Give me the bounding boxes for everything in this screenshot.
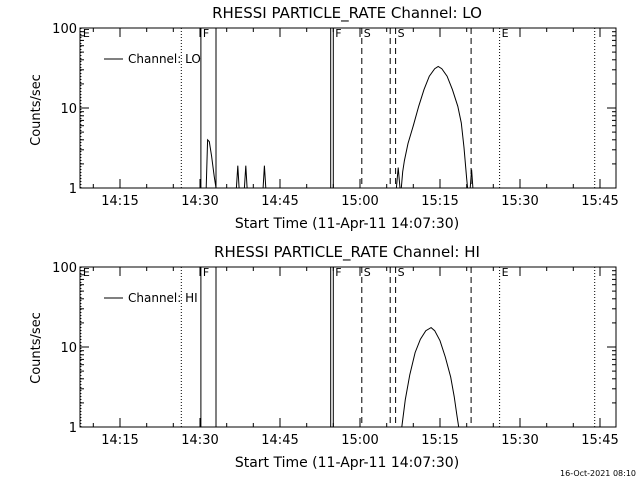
marker-label: F <box>203 27 209 40</box>
x-tick-label: 15:15 <box>421 433 458 448</box>
timestamp: 16-Oct-2021 08:10 <box>560 469 636 478</box>
x-tick-label: 15:00 <box>341 433 378 448</box>
y-tick-label: 100 <box>52 22 77 37</box>
y-tick-label: 10 <box>60 102 77 117</box>
y-tick-label: 10 <box>60 341 77 356</box>
chart-title: RHESSI PARTICLE_RATE Channel: HI <box>214 243 480 262</box>
marker-label: F <box>335 27 341 40</box>
legend-label: Channel: HI <box>128 291 198 305</box>
y-tick-label: 1 <box>69 421 77 436</box>
x-tick-label: 15:00 <box>341 194 378 209</box>
x-tick-label: 14:15 <box>101 433 138 448</box>
marker-label: F <box>203 266 209 279</box>
x-tick-label: 14:30 <box>181 194 218 209</box>
marker-label: F <box>335 266 341 279</box>
marker-label: E <box>502 27 509 40</box>
marker-label: E <box>83 27 90 40</box>
marker-label: S <box>398 27 405 40</box>
marker-label: S <box>364 27 371 40</box>
marker-label: S <box>398 266 405 279</box>
x-tick-label: 15:15 <box>421 194 458 209</box>
series-line <box>205 65 474 189</box>
legend-label: Channel: LO <box>128 52 201 66</box>
x-tick-label: 15:45 <box>581 194 618 209</box>
x-tick-label: 14:45 <box>261 194 298 209</box>
plot-area: E F F S S E 14:15 14:30 14:45 15:00 15:15 15:30 15:4… <box>52 261 619 448</box>
y-axis-label: Counts/sec <box>29 74 44 146</box>
y-axis-label: Counts/sec <box>29 312 44 384</box>
x-tick-label: 14:30 <box>181 433 218 448</box>
y-tick-label: 100 <box>52 261 77 276</box>
marker-label: S <box>364 266 371 279</box>
chart-title: RHESSI PARTICLE_RATE Channel: LO <box>212 4 482 23</box>
series-line <box>401 326 460 428</box>
lo-channel-panel: RHESSI PARTICLE_RATE Channel: LO Start T… <box>29 4 619 232</box>
plot-area: E F F S S E 14:15 14:30 14:45 15:00 15:15 15:30 15:4… <box>52 22 619 209</box>
x-tick-label: 14:45 <box>261 433 298 448</box>
x-axis-label: Start Time (11-Apr-11 14:07:30) <box>235 216 459 232</box>
x-tick-label: 15:45 <box>581 433 618 448</box>
x-axis-label: Start Time (11-Apr-11 14:07:30) <box>235 455 459 471</box>
x-tick-label: 15:30 <box>501 433 538 448</box>
marker-label: E <box>83 266 90 279</box>
marker-label: E <box>502 266 509 279</box>
hi-channel-panel: RHESSI PARTICLE_RATE Channel: HI Start T… <box>29 243 619 471</box>
x-tick-label: 15:30 <box>501 194 538 209</box>
x-tick-label: 14:15 <box>101 194 138 209</box>
y-tick-label: 1 <box>69 182 77 197</box>
